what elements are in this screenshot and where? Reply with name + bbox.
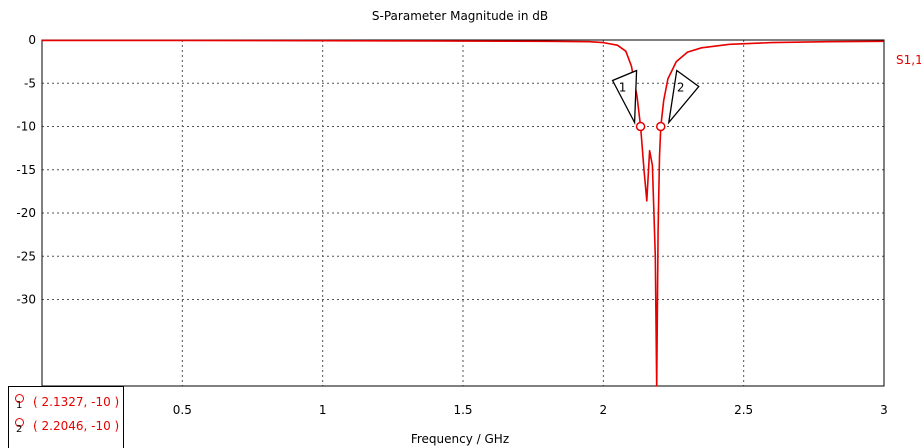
y-tick-label: 0	[28, 33, 36, 47]
series-label: S1,1	[896, 53, 921, 67]
y-tick-label: -20	[16, 206, 36, 220]
x-axis-label: Frequency / GHz	[411, 432, 509, 446]
marker-flag-2	[667, 69, 700, 125]
marker-readout-box: 1 ( 2.1327, -10 ) 2 ( 2.2046, -10 )	[8, 386, 124, 448]
marker-readout-row-1: 1 ( 2.1327, -10 )	[13, 393, 119, 411]
marker-1-readout: ( 2.1327, -10 )	[33, 395, 120, 409]
plot-frame	[41, 39, 885, 387]
y-tick-label: -5	[24, 76, 36, 90]
y-tick-label: -15	[16, 163, 36, 177]
x-tick-labels: 0.5 1 1.5 2 2.5 3	[173, 403, 888, 417]
marker-1-icon: 1	[13, 393, 27, 411]
x-tick-label: 2	[600, 403, 608, 417]
x-tick-label: 1.5	[453, 403, 472, 417]
x-tick-label: 0.5	[173, 403, 192, 417]
y-tick-label: -10	[16, 120, 36, 134]
series-lines	[42, 39, 885, 387]
y-tick-labels: 0 -5 -10 -15 -20 -25 -30	[16, 33, 36, 307]
x-tick-label: 3	[880, 403, 888, 417]
marker-point-2	[656, 121, 666, 132]
marker-flag-number-2: 2	[677, 81, 685, 95]
marker-flag-number-1: 1	[619, 81, 627, 95]
grid	[42, 40, 884, 386]
marker-1-index: 1	[16, 400, 23, 411]
marker-flag-1	[611, 69, 638, 125]
y-tick-label: -30	[16, 293, 36, 307]
marker-2-icon: 2	[13, 417, 27, 435]
marker-point-1	[635, 121, 646, 132]
y-tick-label: -25	[16, 249, 36, 263]
marker-2-index: 2	[16, 424, 23, 435]
x-tick-label: 2.5	[734, 403, 753, 417]
series-line-0	[42, 39, 885, 387]
marker-readout-row-2: 2 ( 2.2046, -10 )	[13, 417, 119, 435]
chart-title: S-Parameter Magnitude in dB	[372, 9, 548, 23]
marker-2-readout: ( 2.2046, -10 )	[33, 419, 120, 433]
x-tick-label: 1	[319, 403, 327, 417]
